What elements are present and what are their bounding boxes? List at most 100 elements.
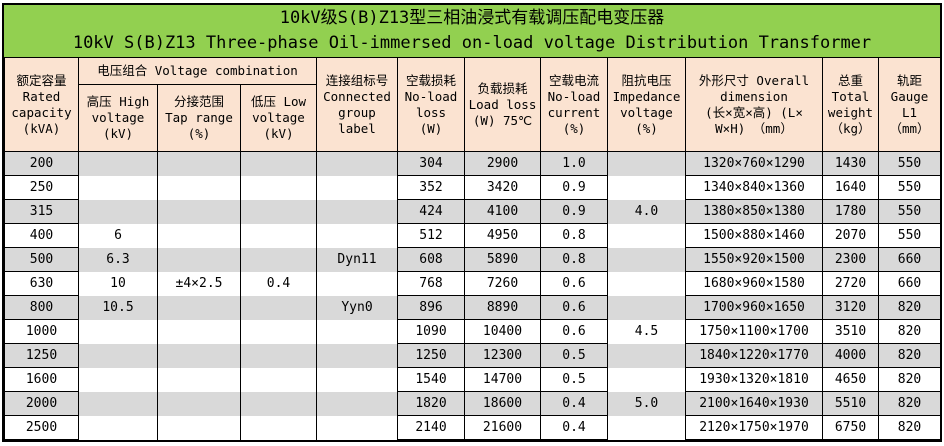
spec-cell: 5.0 xyxy=(607,391,686,416)
spec-cell: 1.0 xyxy=(540,151,608,176)
spec-cell: 3420 xyxy=(464,175,541,200)
spec-cell: 1000 xyxy=(4,319,79,344)
spec-cell: 630 xyxy=(4,271,79,296)
spec-cell xyxy=(78,367,158,392)
spec-cell: 5510 xyxy=(822,391,879,416)
spec-cell xyxy=(607,295,686,320)
spec-cell: 5890 xyxy=(464,247,541,272)
table-row: 250 352 3420 0.9 1340×840×1360 1640 550 xyxy=(4,175,941,200)
spec-cell: 768 xyxy=(397,271,465,296)
spec-cell: 896 xyxy=(397,295,465,320)
table-row: 315 424 4100 0.9 4.0 1380×850×1380 1780 550 xyxy=(4,199,941,224)
table-row: 2500 2140 21600 0.4 2120×1750×1970 6750 820 xyxy=(4,415,941,440)
spec-cell xyxy=(316,343,398,368)
spec-cell xyxy=(316,199,398,224)
spec-cell: 4100 xyxy=(464,199,541,224)
table-row: 1250 1250 12300 0.5 1840×1220×1770 4000 820 xyxy=(4,343,941,368)
spec-cell: 820 xyxy=(878,391,941,416)
spec-cell: 550 xyxy=(878,199,941,224)
spec-cell: 820 xyxy=(878,343,941,368)
spec-cell xyxy=(157,175,241,200)
spec-cell: 315 xyxy=(4,199,79,224)
spec-cell: 1250 xyxy=(397,343,465,368)
spec-cell: 2720 xyxy=(822,271,879,296)
spec-cell: 820 xyxy=(878,295,941,320)
spec-cell: 200 xyxy=(4,151,79,176)
spec-cell: 1540 xyxy=(397,367,465,392)
spec-cell xyxy=(157,247,241,272)
spec-cell xyxy=(316,319,398,344)
spec-cell: 1380×850×1380 xyxy=(685,199,823,224)
spec-cell xyxy=(240,343,317,368)
spec-cell xyxy=(240,319,317,344)
col-header-low-voltage: 低压 Low voltage (kV) xyxy=(240,84,317,152)
spec-cell: 0.5 xyxy=(540,343,608,368)
spec-cell: 0.4 xyxy=(540,415,608,440)
spec-cell: 1780 xyxy=(822,199,879,224)
table-row: 800 10.5 Yyn0 896 8890 0.6 1700×960×1650 3120 82… xyxy=(4,295,941,320)
spec-cell xyxy=(316,223,398,248)
spec-cell xyxy=(316,415,398,440)
spec-cell: 2300 xyxy=(822,247,879,272)
spec-cell: 1090 xyxy=(397,319,465,344)
spec-cell: 0.9 xyxy=(540,175,608,200)
spec-cell xyxy=(240,175,317,200)
table-row: 400 6 512 4950 0.8 1500×880×1460 2070 550 xyxy=(4,223,941,248)
spec-cell: 7260 xyxy=(464,271,541,296)
spec-cell: 4950 xyxy=(464,223,541,248)
table-row: 500 6.3 Dyn11 608 5890 0.8 1550×920×1500 2300 66… xyxy=(4,247,941,272)
spec-cell: 0.5 xyxy=(540,367,608,392)
spec-cell: 4.0 xyxy=(607,199,686,224)
spec-cell xyxy=(78,319,158,344)
header-row-sub: 高压 High voltage (kV) 分接范围 Tap range (%) … xyxy=(5,84,941,152)
spec-cell xyxy=(316,175,398,200)
spec-cell: 10.5 xyxy=(78,295,158,320)
spec-cell: 352 xyxy=(397,175,465,200)
spec-cell xyxy=(316,367,398,392)
spec-cell: 608 xyxy=(397,247,465,272)
spec-cell xyxy=(240,151,317,176)
spec-cell: 1500×880×1460 xyxy=(685,223,823,248)
spec-cell: 512 xyxy=(397,223,465,248)
spec-cell: 2100×1640×1930 xyxy=(685,391,823,416)
spec-cell: 2000 xyxy=(4,391,79,416)
spec-cell xyxy=(607,415,686,440)
table-row: 630 10 ±4×2.5 0.4 768 7260 0.6 1680×960×1580 272… xyxy=(4,271,941,296)
spec-cell xyxy=(240,295,317,320)
spec-cell xyxy=(78,415,158,440)
spec-cell: 8890 xyxy=(464,295,541,320)
spec-cell: 820 xyxy=(878,415,941,440)
spec-cell: 820 xyxy=(878,319,941,344)
table-row: 1600 1540 14700 0.5 1930×1320×1810 4650 820 xyxy=(4,367,941,392)
spec-cell xyxy=(607,367,686,392)
spec-cell: 1600 xyxy=(4,367,79,392)
spec-cell xyxy=(316,391,398,416)
spec-cell xyxy=(240,367,317,392)
spec-cell: Dyn11 xyxy=(316,247,398,272)
spec-cell: 2140 xyxy=(397,415,465,440)
spec-cell: 6.3 xyxy=(78,247,158,272)
spec-cell: 2500 xyxy=(4,415,79,440)
spec-cell: 21600 xyxy=(464,415,541,440)
spec-cell: 12300 xyxy=(464,343,541,368)
spec-cell: 250 xyxy=(4,175,79,200)
spec-cell: 0.6 xyxy=(540,271,608,296)
spec-cell: 0.4 xyxy=(540,391,608,416)
spec-cell: 4000 xyxy=(822,343,879,368)
spec-cell: 1430 xyxy=(822,151,879,176)
spec-cell: 0.8 xyxy=(540,247,608,272)
col-header-load-loss: 负载损耗 Load loss (W) 75℃ xyxy=(464,57,541,152)
spec-cell: 1550×920×1500 xyxy=(685,247,823,272)
spec-cell xyxy=(157,343,241,368)
spec-cell: 1700×960×1650 xyxy=(685,295,823,320)
col-header-no-load-loss: 空载损耗 No-load loss (W) xyxy=(397,57,465,152)
spec-cell xyxy=(240,247,317,272)
spec-cell xyxy=(607,151,686,176)
col-header-voltage-combination: 电压组合 Voltage combination xyxy=(78,57,317,85)
spec-cell: 1320×760×1290 xyxy=(685,151,823,176)
spec-cell xyxy=(157,151,241,176)
spec-cell: 0.6 xyxy=(540,319,608,344)
spec-cell: 1340×840×1360 xyxy=(685,175,823,200)
col-header-gauge: 轨距 Gauge L1 （mm） xyxy=(878,57,941,152)
spec-cell xyxy=(157,295,241,320)
